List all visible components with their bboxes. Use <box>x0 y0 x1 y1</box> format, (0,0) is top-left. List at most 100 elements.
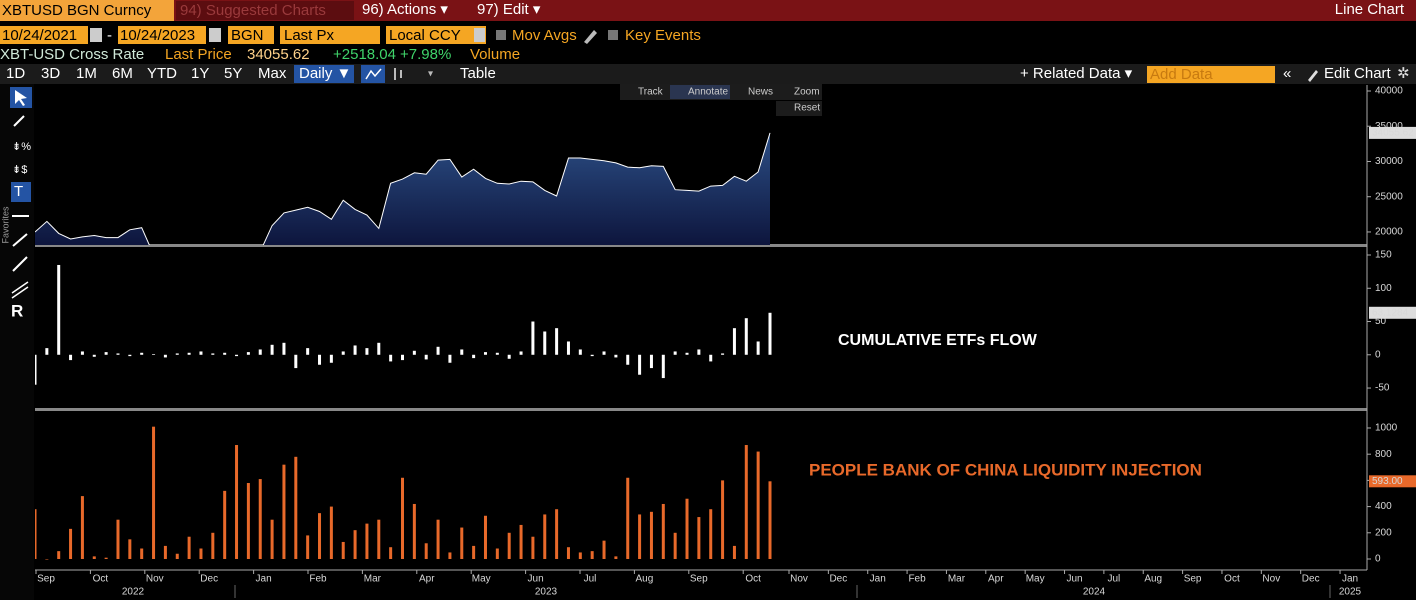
dropdown-arrow[interactable]: ▾ <box>428 69 433 80</box>
bar <box>483 352 487 355</box>
channel-tool[interactable] <box>11 281 29 299</box>
bar <box>258 479 262 559</box>
y-tick-label: 30000 <box>1375 156 1403 167</box>
bar <box>661 503 665 559</box>
y-tick-label: 35000 <box>1375 121 1403 132</box>
pencil-icon[interactable] <box>584 30 597 44</box>
bar <box>602 540 606 559</box>
bar <box>282 342 286 355</box>
calendar-icon[interactable] <box>209 28 221 42</box>
bar <box>175 353 179 355</box>
period-button[interactable]: 1M <box>76 65 97 82</box>
dollar-tool[interactable]: ⇟$ <box>12 164 27 176</box>
collapse-button[interactable]: « <box>1283 65 1291 82</box>
period-button[interactable]: 3D <box>41 65 60 82</box>
suggested-box[interactable] <box>176 1 354 20</box>
mov-avgs[interactable]: Mov Avgs <box>512 27 577 44</box>
text-tool[interactable] <box>11 182 31 202</box>
bar <box>412 503 416 559</box>
bar <box>211 353 215 355</box>
source-field[interactable] <box>228 26 274 44</box>
x-tick-label: Jul <box>584 574 597 585</box>
trend-tool[interactable] <box>12 233 28 247</box>
ray-tool[interactable] <box>12 256 28 272</box>
checkbox[interactable] <box>496 30 506 40</box>
ticker[interactable]: XBTUSD BGN Curncy <box>2 2 152 19</box>
date-separator: - <box>107 27 112 44</box>
period-button[interactable]: 5Y <box>224 65 242 82</box>
bar <box>199 351 203 355</box>
chart-tool[interactable]: News <box>748 87 773 98</box>
x-year-label: 2024 <box>1083 587 1106 598</box>
frequency[interactable]: Daily ▼ <box>299 65 351 82</box>
period-button[interactable]: 6M <box>112 65 133 82</box>
favorites-label: Favorites <box>0 206 10 244</box>
bar <box>389 547 393 559</box>
end-date-field[interactable] <box>118 26 206 44</box>
bar <box>69 354 73 361</box>
bar <box>744 445 748 559</box>
bar <box>673 532 677 559</box>
bar <box>223 490 227 559</box>
x-tick-label: Oct <box>1224 574 1240 585</box>
chart-tool[interactable]: Zoom <box>794 87 820 98</box>
bar <box>673 351 677 355</box>
bar <box>744 318 748 355</box>
period-button[interactable]: YTD <box>147 65 177 82</box>
x-year-label: 2025 <box>1339 587 1362 598</box>
percent-tool[interactable]: ⇟% <box>12 141 31 153</box>
add-data[interactable]: Add Data <box>1150 66 1213 83</box>
chart-tool[interactable]: Track <box>638 87 664 98</box>
chart-tool[interactable]: Annotate <box>688 87 728 98</box>
period-button[interactable]: 1Y <box>191 65 209 82</box>
period-button[interactable]: Max <box>258 65 287 82</box>
currency[interactable]: Local CCY <box>389 27 461 44</box>
table-button[interactable]: Table <box>460 65 496 82</box>
bar <box>57 264 61 355</box>
edit-chart[interactable]: Edit Chart <box>1324 65 1392 82</box>
actions-menu[interactable]: 96) Actions ▾ <box>362 1 448 18</box>
panel <box>35 426 772 560</box>
bar <box>306 348 310 355</box>
bar <box>436 519 440 559</box>
start-date-field[interactable] <box>0 26 88 44</box>
ticker-box[interactable] <box>0 0 174 21</box>
calendar-icon[interactable] <box>90 28 102 42</box>
pencil-icon[interactable] <box>1308 70 1318 82</box>
y-tick-label: 800 <box>1375 449 1392 460</box>
end-date[interactable]: 10/24/2023 <box>120 27 195 44</box>
chart-tool[interactable]: Reset <box>794 103 820 114</box>
bar <box>661 354 665 379</box>
price-change-pct: +7.98% <box>400 46 451 63</box>
source[interactable]: BGN <box>231 27 264 44</box>
field[interactable]: Last Px <box>284 27 335 44</box>
add-data-field[interactable] <box>1147 66 1275 83</box>
draw-tool[interactable] <box>13 115 25 127</box>
bar <box>483 515 487 559</box>
dropdown-button[interactable] <box>474 28 485 42</box>
edit-menu[interactable]: 97) Edit ▾ <box>477 1 541 18</box>
frequency-button[interactable] <box>294 65 354 83</box>
x-tick-label: Sep <box>37 574 55 585</box>
y-tick-label: 100 <box>1375 283 1392 294</box>
bar <box>341 351 345 355</box>
field-field[interactable] <box>280 26 380 44</box>
bar <box>543 331 547 355</box>
key-events[interactable]: Key Events <box>625 27 701 44</box>
bar <box>235 445 239 559</box>
bar-icon[interactable] <box>394 68 402 80</box>
bar <box>80 351 84 355</box>
bar <box>732 328 736 355</box>
start-date[interactable]: 10/24/2021 <box>2 27 77 44</box>
x-tick-label: Feb <box>309 574 327 585</box>
suggested-charts[interactable]: 94) Suggested Charts <box>180 2 326 19</box>
r-tool[interactable]: R <box>11 301 23 320</box>
x-year-label: 2023 <box>535 587 558 598</box>
checkbox[interactable] <box>608 30 618 40</box>
currency-field[interactable] <box>386 26 486 44</box>
settings-icon[interactable]: ✲ <box>1397 65 1410 82</box>
related-data[interactable]: + Related Data ▾ <box>1020 65 1133 82</box>
period-button[interactable]: 1D <box>6 65 25 82</box>
reset-box <box>776 101 822 116</box>
last-value-label: 63.1284 <box>1372 307 1409 318</box>
